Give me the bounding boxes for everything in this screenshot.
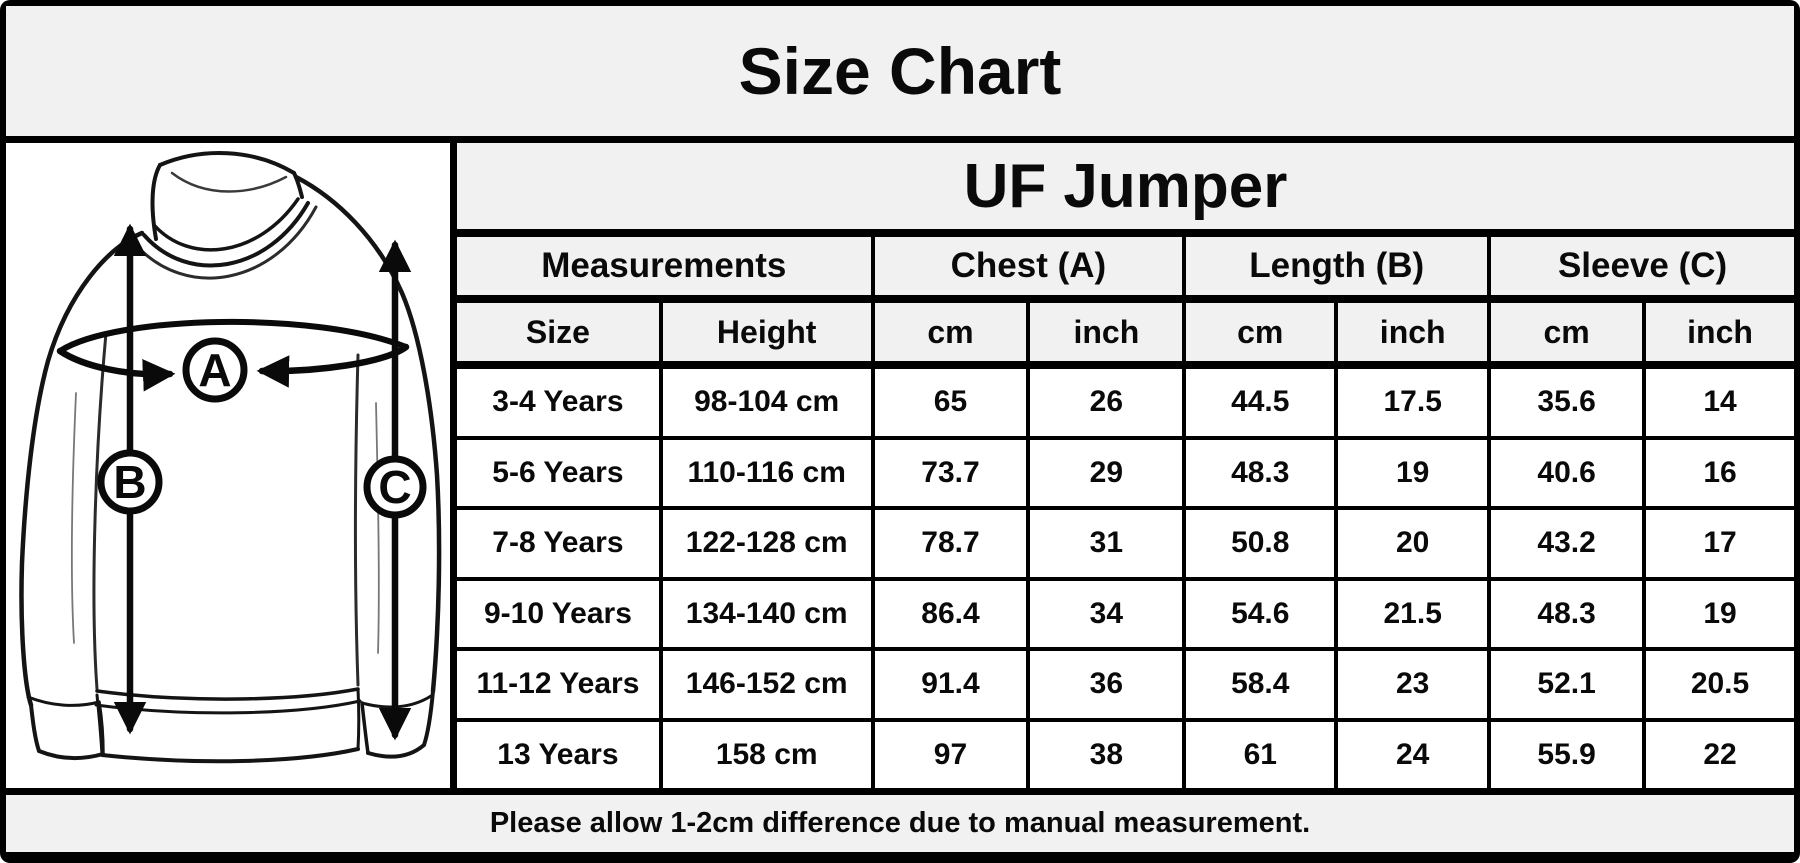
cell-height: 122-128 cm bbox=[662, 510, 871, 577]
chest-label-circle bbox=[182, 337, 248, 403]
cell-chest-cm: 97 bbox=[874, 721, 1027, 788]
cell-sleeve-inch: 22 bbox=[1646, 721, 1794, 788]
cell-chest-cm: 86.4 bbox=[874, 580, 1027, 647]
cell-length-inch: 20 bbox=[1338, 510, 1488, 577]
product-title: UF Jumper bbox=[457, 143, 1794, 233]
footer-note-band: Please allow 1-2cm difference due to man… bbox=[6, 795, 1794, 852]
cell-sleeve-inch: 14 bbox=[1646, 369, 1794, 436]
sleeve-label: C bbox=[378, 461, 411, 513]
cell-sleeve-cm: 55.9 bbox=[1491, 721, 1643, 788]
page-title: Size Chart bbox=[738, 34, 1062, 108]
cell-height: 98-104 cm bbox=[662, 369, 871, 436]
cell-sleeve-cm: 48.3 bbox=[1491, 580, 1643, 647]
cell-length-cm: 48.3 bbox=[1186, 439, 1335, 506]
cell-size: 7-8 Years bbox=[457, 510, 659, 577]
column-header-chest-cm: cm bbox=[874, 303, 1027, 365]
column-group-sleeve: Sleeve (C) bbox=[1491, 237, 1794, 299]
cell-chest-cm: 78.7 bbox=[874, 510, 1027, 577]
size-table: UF Jumper Measurements Chest (A) Length … bbox=[457, 143, 1794, 788]
cell-chest-inch: 26 bbox=[1030, 369, 1183, 436]
cell-chest-inch: 31 bbox=[1030, 510, 1183, 577]
cell-sleeve-cm: 40.6 bbox=[1491, 439, 1643, 506]
column-group-measurements: Measurements bbox=[457, 237, 871, 299]
column-header-sleeve-inch: inch bbox=[1646, 303, 1794, 365]
column-header-length-cm: cm bbox=[1186, 303, 1335, 365]
cell-size: 13 Years bbox=[457, 721, 659, 788]
cell-length-inch: 24 bbox=[1338, 721, 1488, 788]
cell-length-cm: 54.6 bbox=[1186, 580, 1335, 647]
jumper-outline bbox=[19, 151, 442, 764]
length-label-circle bbox=[97, 449, 163, 515]
column-header-size: Size bbox=[457, 303, 659, 365]
cell-size: 9-10 Years bbox=[457, 580, 659, 647]
cell-length-cm: 58.4 bbox=[1186, 651, 1335, 718]
main-content: A B C UF Jumper Measurements Chest (A) L… bbox=[6, 143, 1794, 788]
cell-sleeve-inch: 19 bbox=[1646, 580, 1794, 647]
cell-height: 110-116 cm bbox=[662, 439, 871, 506]
cell-length-cm: 61 bbox=[1186, 721, 1335, 788]
jumper-illustration: A B C bbox=[19, 151, 442, 764]
cell-length-inch: 19 bbox=[1338, 439, 1488, 506]
chest-label: A bbox=[198, 344, 231, 396]
cell-chest-inch: 38 bbox=[1030, 721, 1183, 788]
cell-length-inch: 21.5 bbox=[1338, 580, 1488, 647]
cell-height: 146-152 cm bbox=[662, 651, 871, 718]
cell-sleeve-inch: 20.5 bbox=[1646, 651, 1794, 718]
cell-length-inch: 23 bbox=[1338, 651, 1488, 718]
cell-length-cm: 44.5 bbox=[1186, 369, 1335, 436]
cell-sleeve-inch: 16 bbox=[1646, 439, 1794, 506]
cell-chest-inch: 29 bbox=[1030, 439, 1183, 506]
cell-sleeve-cm: 43.2 bbox=[1491, 510, 1643, 577]
column-group-chest: Chest (A) bbox=[874, 237, 1183, 299]
column-header-height: Height bbox=[662, 303, 871, 365]
cell-chest-cm: 91.4 bbox=[874, 651, 1027, 718]
column-group-length: Length (B) bbox=[1186, 237, 1488, 299]
cell-size: 5-6 Years bbox=[457, 439, 659, 506]
jumper-illustration-panel: A B C bbox=[6, 143, 450, 788]
cell-chest-cm: 73.7 bbox=[874, 439, 1027, 506]
title-band: Size Chart bbox=[6, 6, 1794, 136]
cell-chest-inch: 36 bbox=[1030, 651, 1183, 718]
cell-length-inch: 17.5 bbox=[1338, 369, 1488, 436]
length-label: B bbox=[113, 456, 146, 508]
cell-sleeve-inch: 17 bbox=[1646, 510, 1794, 577]
cell-height: 158 cm bbox=[662, 721, 871, 788]
column-header-length-inch: inch bbox=[1338, 303, 1488, 365]
cell-chest-inch: 34 bbox=[1030, 580, 1183, 647]
cell-sleeve-cm: 35.6 bbox=[1491, 369, 1643, 436]
cell-sleeve-cm: 52.1 bbox=[1491, 651, 1643, 718]
cell-size: 11-12 Years bbox=[457, 651, 659, 718]
cell-chest-cm: 65 bbox=[874, 369, 1027, 436]
column-header-sleeve-cm: cm bbox=[1491, 303, 1643, 365]
measure-labels: A B C bbox=[97, 337, 427, 519]
cell-size: 3-4 Years bbox=[457, 369, 659, 436]
column-header-chest-inch: inch bbox=[1030, 303, 1183, 365]
sleeve-label-circle bbox=[363, 455, 427, 519]
cell-length-cm: 50.8 bbox=[1186, 510, 1335, 577]
measurement-disclaimer: Please allow 1-2cm difference due to man… bbox=[489, 807, 1311, 839]
cell-height: 134-140 cm bbox=[662, 580, 871, 647]
